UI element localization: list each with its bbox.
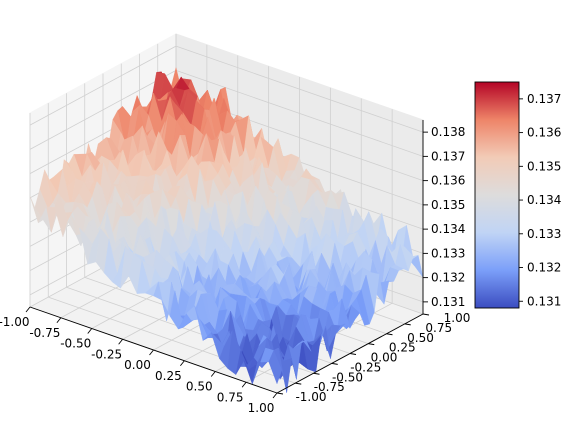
- colorbar-tick-label: 0.135: [527, 159, 561, 173]
- x-tick-label: -0.75: [29, 326, 60, 340]
- x-tick-mark: [272, 392, 278, 399]
- surface-mesh: [29, 67, 424, 393]
- x-tick-label: -1.00: [0, 315, 30, 329]
- colorbar-tick-label: 0.133: [527, 227, 561, 241]
- y-tick-mark: [349, 353, 357, 355]
- x-tick-mark: [87, 328, 93, 334]
- y-tick-mark: [331, 362, 338, 365]
- x-tick-mark: [180, 360, 185, 367]
- y-tick-mark: [368, 343, 375, 346]
- y-tick-mark: [276, 392, 284, 395]
- colorbar-ticks: 0.131 0.132 0.133 0.134 0.135 0.136 0.137: [519, 92, 561, 308]
- x-tick-mark: [149, 349, 154, 356]
- surface-facet: [268, 350, 283, 385]
- x-tick-mark: [241, 381, 247, 388]
- y-tick-label: -0.25: [350, 360, 381, 374]
- y-tick-label: 0.00: [371, 351, 398, 365]
- y-tick-mark: [295, 382, 302, 385]
- y-tick-mark: [404, 323, 411, 326]
- colorbar-tick-label: 0.134: [527, 193, 561, 207]
- z-tick-label: 0.137: [431, 149, 465, 163]
- colorbar-tick-label: 0.131: [527, 294, 561, 308]
- colorbar: 0.131 0.132 0.133 0.134 0.135 0.136 0.137: [474, 81, 561, 309]
- x-tick-label: 0.50: [186, 380, 213, 394]
- grid-line: [175, 45, 424, 133]
- grid-line: [29, 45, 177, 126]
- colorbar-tick-label: 0.137: [527, 92, 561, 106]
- z-tick-label: 0.132: [431, 271, 465, 285]
- x-axis-ticks: -1.00-0.75-0.50-0.250.00 0.25 0.50 0.75 1.00: [0, 306, 278, 415]
- x-tick-label: 0.00: [124, 358, 151, 372]
- z-tick-label: 0.138: [431, 125, 465, 139]
- z-tick-label: 0.134: [431, 222, 465, 236]
- x-tick-mark: [210, 371, 216, 377]
- z-tick-label: 0.133: [431, 246, 465, 260]
- y-tick-label: 0.50: [407, 331, 434, 345]
- z-tick-label: 0.135: [431, 198, 465, 212]
- y-tick-label: -0.50: [332, 370, 363, 384]
- y-tick-mark: [422, 313, 430, 316]
- colorbar-tick-label: 0.132: [527, 261, 561, 275]
- colorbar-tick-label: 0.136: [527, 126, 561, 140]
- z-tick-label: 0.131: [431, 295, 465, 309]
- y-tick-label: 1.00: [444, 311, 471, 325]
- y-tick-label: 0.25: [389, 341, 416, 355]
- grid-line: [29, 70, 177, 150]
- grid-line: [175, 69, 424, 157]
- x-tick-label: 1.00: [248, 401, 275, 415]
- y-tick-label: -1.00: [295, 390, 326, 404]
- x-tick-label: 0.75: [217, 390, 244, 404]
- x-tick-mark: [56, 317, 62, 324]
- x-tick-label: -0.50: [60, 337, 91, 351]
- z-axis-ticks: 0.131 0.132 0.133 0.134 0.135 0.136 0.137 0.138: [423, 125, 465, 309]
- z-tick-label: 0.136: [431, 174, 465, 188]
- y-tick-mark: [313, 372, 320, 375]
- x-tick-mark: [118, 338, 123, 345]
- x-tick-mark: [25, 306, 31, 313]
- x-tick-label: 0.25: [155, 369, 182, 383]
- x-tick-label: -0.25: [91, 347, 122, 361]
- colorbar-gradient: [474, 81, 520, 309]
- y-tick-label: -0.75: [314, 380, 345, 394]
- y-tick-mark: [386, 333, 393, 336]
- y-tick-label: 0.75: [425, 321, 452, 335]
- y-axis-ticks: -1.00-0.75-0.50-0.250.000.250.500.751.00: [276, 311, 471, 404]
